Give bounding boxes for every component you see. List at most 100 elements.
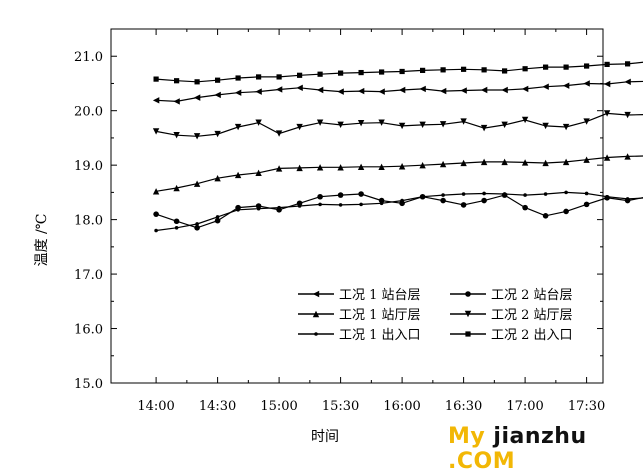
data-point (215, 218, 221, 224)
legend-item: 工况 1 出入口 (298, 328, 421, 343)
data-point (400, 69, 405, 74)
data-point (276, 130, 282, 136)
data-point (626, 197, 630, 201)
series-6 (154, 56, 643, 84)
data-point (542, 84, 548, 90)
legend-label: 工况 1 站厅层 (339, 308, 421, 323)
data-point (359, 70, 364, 75)
data-point (461, 67, 466, 72)
x-tick-label: 16:30 (445, 399, 482, 414)
data-point (194, 225, 200, 231)
y-tick-label: 16.0 (74, 323, 103, 338)
legend-item: 工况 2 站台层 (450, 288, 573, 303)
series-line (156, 190, 643, 228)
data-point (358, 88, 364, 94)
data-point (235, 90, 241, 96)
data-point (440, 198, 446, 204)
legend-label: 工况 2 出入口 (491, 328, 573, 343)
data-point (400, 199, 404, 203)
watermark-name: jianzhu (493, 424, 586, 449)
data-point (215, 78, 220, 83)
data-point (441, 67, 446, 72)
data-point (564, 191, 568, 195)
data-point (564, 65, 569, 70)
data-point (421, 195, 425, 199)
data-point (236, 208, 240, 212)
data-point (441, 193, 445, 197)
legend: 工况 1 站台层工况 2 站台层工况 1 站厅层工况 2 站厅层工况 1 出入口… (298, 288, 573, 343)
series-line (156, 81, 643, 101)
data-point (337, 88, 343, 94)
data-point (153, 97, 159, 103)
data-point (465, 291, 471, 297)
data-point (420, 68, 425, 73)
y-tick-label: 20.0 (74, 105, 103, 120)
data-point (465, 331, 470, 336)
data-point (216, 215, 220, 219)
data-point (358, 191, 364, 197)
data-point (481, 198, 487, 204)
legend-label: 工况 1 站台层 (339, 288, 421, 303)
data-point (338, 71, 343, 76)
data-point (317, 87, 323, 93)
legend-label: 工况 1 出入口 (339, 328, 421, 343)
watermark-prefix: My (448, 424, 493, 449)
data-point (523, 66, 528, 71)
data-point (503, 192, 507, 196)
data-point (563, 209, 569, 215)
data-point (339, 203, 343, 207)
data-point (624, 79, 630, 85)
data-point (584, 202, 590, 208)
data-point (379, 69, 384, 74)
data-point (313, 291, 319, 297)
data-point (257, 207, 261, 211)
data-point (501, 87, 507, 93)
y-tick-label: 15.0 (74, 377, 103, 392)
data-point (378, 88, 384, 94)
data-point (399, 87, 405, 93)
y-axis-title: 温度 /℃ (34, 214, 50, 267)
data-point (604, 81, 610, 87)
data-point (296, 85, 302, 91)
data-point (563, 82, 569, 88)
data-point (583, 80, 589, 86)
data-point (461, 202, 467, 208)
data-point (277, 206, 281, 210)
data-point (194, 94, 200, 100)
x-tick-label: 15:30 (322, 399, 359, 414)
x-tick-label: 15:00 (260, 399, 297, 414)
data-point (440, 88, 446, 94)
data-point (585, 192, 589, 196)
x-tick-label: 17:00 (506, 399, 543, 414)
x-tick-label: 14:30 (199, 399, 236, 414)
data-point (174, 218, 180, 224)
y-tick-label: 21.0 (74, 50, 103, 65)
series-5 (154, 191, 643, 233)
data-point (625, 61, 630, 66)
data-point (318, 203, 322, 207)
data-point (584, 63, 589, 68)
legend-item: 工况 2 出入口 (450, 328, 573, 343)
data-point (359, 203, 363, 207)
data-point (277, 74, 282, 79)
series-line (156, 148, 643, 192)
x-tick-label: 16:00 (383, 399, 420, 414)
y-tick-label: 17.0 (74, 268, 103, 283)
data-point (419, 86, 425, 92)
data-point (154, 77, 159, 82)
series-line (156, 192, 643, 230)
data-point (297, 73, 302, 78)
data-point (236, 75, 241, 80)
data-point (195, 222, 199, 226)
data-point (175, 226, 179, 230)
watermark-logo: My jianzhu .COM (448, 424, 643, 474)
data-point (173, 98, 179, 104)
data-point (338, 192, 344, 198)
data-point (460, 87, 466, 93)
x-tick-label: 17:30 (568, 399, 605, 414)
data-point (605, 195, 609, 199)
series-1 (153, 78, 643, 105)
legend-item: 工况 1 站台层 (298, 288, 421, 303)
series-line (156, 106, 643, 137)
